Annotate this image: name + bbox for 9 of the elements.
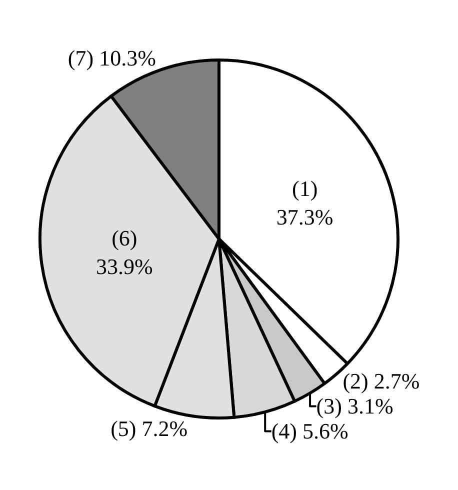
slice-label: (2) 2.7%	[342, 368, 420, 394]
slice-label: (3) 3.1%	[316, 394, 394, 419]
data-label: 33.9%	[96, 254, 153, 280]
data-label: 37.3%	[276, 204, 334, 230]
slice-label: (7) 10.3%	[68, 46, 156, 71]
slice-label: (1)	[292, 176, 318, 201]
slice-label: (5) 7.2%	[110, 416, 188, 441]
slice-label: (4) 5.6%	[271, 418, 348, 444]
slice-label: (6)	[112, 225, 138, 250]
